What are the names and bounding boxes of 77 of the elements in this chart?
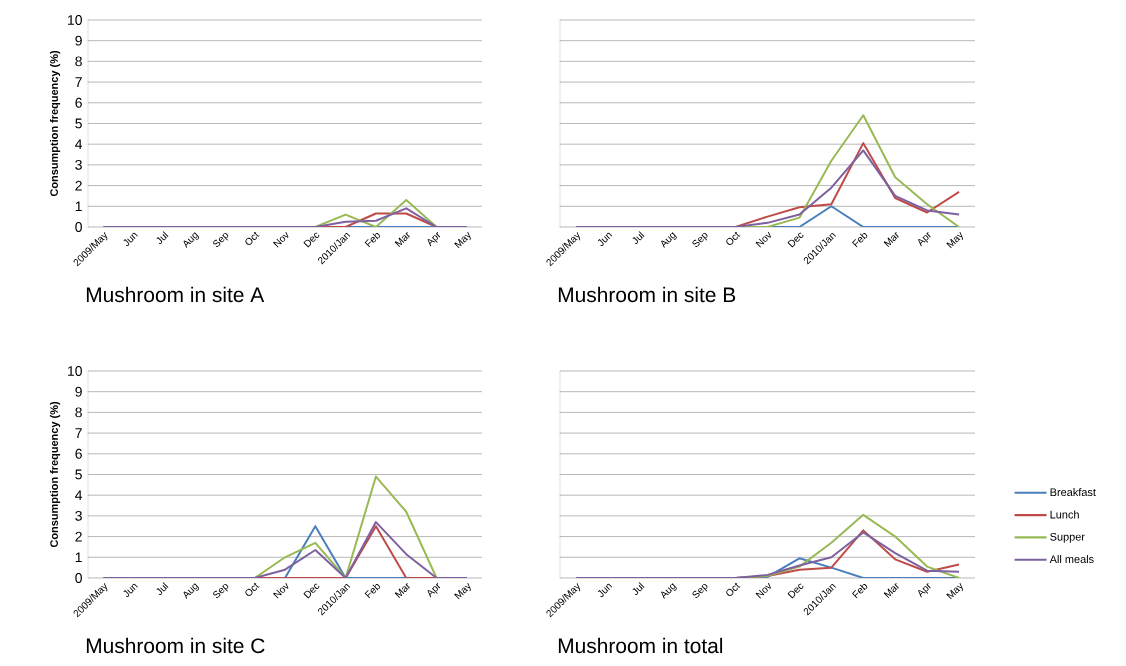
x-tick-label: Jul [156, 231, 169, 244]
x-tick-label: Oct [726, 582, 741, 596]
y-tick-label: 7 [75, 77, 82, 87]
x-tick-label: Aug [661, 583, 677, 600]
x-tick-label: Jul [632, 231, 645, 244]
y-axis-title: Consumption frequency (%) [49, 401, 61, 548]
y-tick-label: 5 [75, 118, 82, 129]
y-tick-label: 3 [75, 510, 82, 521]
y-tick-label: 0 [75, 222, 82, 232]
legend-label: Breakfast [1050, 488, 1096, 497]
legend-label: Lunch [1050, 510, 1079, 519]
x-tick-label: Mar [883, 231, 899, 248]
y-tick-label: 9 [75, 386, 82, 397]
x-tick-label: Apr [918, 582, 931, 598]
x-tick-label: Feb [851, 584, 868, 599]
x-tick-label: Feb [851, 233, 868, 248]
y-tick-label: 10 [68, 15, 82, 25]
x-tick-label: Nov [755, 231, 771, 248]
x-tick-label: Apr [427, 582, 441, 598]
y-tick-label: 8 [75, 56, 82, 67]
text: Mushroom in site B [558, 286, 736, 303]
x-tick-label: Oct [245, 231, 260, 245]
y-tick-label: 4 [75, 490, 83, 500]
y-tick-label: 3 [75, 159, 82, 170]
legend-label: Supper [1050, 532, 1085, 543]
y-tick-label: 9 [75, 35, 82, 46]
x-tick-label: Nov [273, 582, 289, 599]
legend-label: All meals [1049, 555, 1094, 564]
y-tick-label: 6 [75, 97, 82, 108]
x-tick-label: Mar [394, 582, 410, 599]
y-tick-label: 2 [75, 180, 82, 191]
y-axis-title: Consumption frequency (%) [49, 50, 61, 197]
x-tick-label: Sep [213, 583, 229, 598]
x-tick-label: Aug [183, 583, 200, 600]
x-tick-label: Nov [273, 231, 289, 248]
text: Mushroom in site C [86, 637, 265, 654]
x-tick-label: Sep [213, 232, 229, 247]
x-tick-label: Apr [918, 231, 931, 247]
x-tick-label: May [946, 231, 963, 249]
x-tick-label: Aug [661, 232, 677, 249]
x-tick-label: May [454, 231, 471, 249]
y-tick-label: 8 [75, 407, 82, 418]
x-tick-label: Apr [427, 231, 441, 247]
y-tick-label: 4 [75, 139, 83, 149]
y-tick-label: 5 [75, 469, 82, 480]
y-tick-label: 1 [75, 552, 82, 563]
x-tick-label: Dec [787, 232, 804, 248]
x-tick-label: Dec [303, 232, 320, 248]
x-tick-label: Aug [183, 232, 200, 249]
x-tick-label: Nov [755, 582, 771, 599]
text: Mushroom in site A [86, 286, 265, 303]
y-tick-label: 7 [75, 428, 82, 438]
x-tick-label: May [946, 582, 963, 600]
x-tick-label: Jul [632, 582, 645, 595]
x-tick-label: Mar [883, 582, 899, 599]
x-tick-label: Oct [726, 231, 741, 245]
x-tick-label: Jun [123, 583, 138, 598]
x-tick-label: Jun [597, 232, 613, 247]
y-tick-label: 1 [75, 201, 82, 212]
y-tick-label: 0 [75, 573, 82, 583]
x-tick-label: Feb [364, 233, 380, 248]
line-series [253, 475, 438, 578]
x-tick-label: Jun [123, 232, 138, 247]
y-tick-label: 6 [75, 448, 82, 459]
x-tick-label: Feb [364, 584, 380, 599]
x-tick-label: Jul [156, 582, 169, 595]
x-tick-label: Sep [692, 232, 708, 247]
x-tick-label: Jun [597, 583, 613, 598]
x-tick-label: Sep [692, 583, 708, 598]
y-tick-label: 2 [75, 531, 82, 542]
x-tick-label: Dec [787, 583, 804, 599]
x-tick-label: Dec [303, 583, 320, 599]
x-tick-label: Oct [245, 582, 260, 596]
y-tick-label: 10 [68, 366, 82, 376]
x-tick-label: May [454, 582, 471, 600]
x-tick-label: Mar [394, 231, 410, 248]
text: Mushroom in total [558, 637, 723, 654]
